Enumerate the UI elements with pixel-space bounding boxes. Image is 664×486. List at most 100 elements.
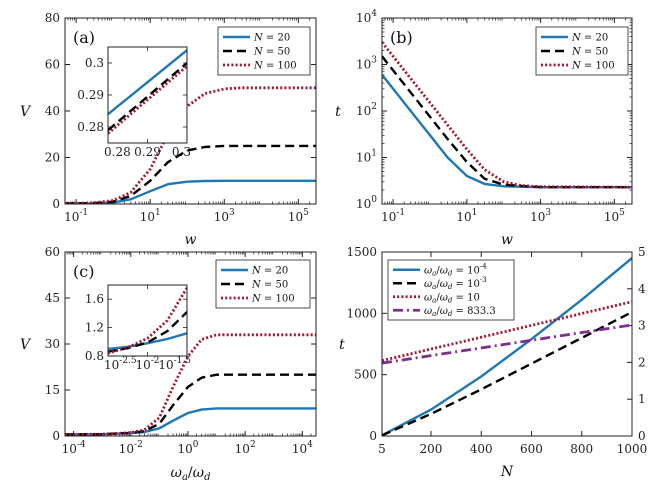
inset-series-line-2 xyxy=(108,62,187,132)
x-tick-label: 101 xyxy=(140,208,161,224)
y-tick-label: 104 xyxy=(356,9,377,25)
x-tick-label: 800 xyxy=(570,442,593,456)
legend-label: N = 50 xyxy=(251,280,288,291)
y-tick-label: 0 xyxy=(52,429,60,443)
x-tick-label: 400 xyxy=(470,442,493,456)
legend-box xyxy=(217,26,311,76)
y-axis-label: t xyxy=(339,337,345,353)
y-tick-label: 80 xyxy=(45,11,60,25)
legend-label: N = 20 xyxy=(253,33,290,44)
legend-label: ωa/ωd = 10-4 xyxy=(424,262,487,277)
inset-series-line-1 xyxy=(108,49,187,116)
panel-label: (a) xyxy=(73,28,95,47)
panel-4: 52004006008001000050010001500012345Nt(d)… xyxy=(339,245,647,480)
legend-label: N = 20 xyxy=(251,266,288,277)
x-tick-label: 102 xyxy=(235,440,256,456)
series-line-2 xyxy=(65,144,316,204)
y-axis-label: t xyxy=(335,104,341,120)
legend-label: N = 50 xyxy=(253,47,290,58)
y2-tick-label: 4 xyxy=(638,282,646,296)
x-tick-label: 105 xyxy=(288,208,309,224)
legend-label: ωa/ωd = 833.3 xyxy=(424,306,496,318)
x-axis-label: N xyxy=(500,464,514,480)
x-tick-label: 101 xyxy=(456,208,477,224)
x-tick-label: 10-1 xyxy=(381,208,405,224)
x-tick-label: 10-4 xyxy=(62,440,86,456)
legend-box xyxy=(215,259,311,309)
x-tick-label: 103 xyxy=(214,208,235,224)
legend: ωa/ωd = 10-4ωa/ωd = 10-3ωa/ωd = 10 ωa/ωd … xyxy=(387,259,515,321)
y-tick-label: 15 xyxy=(45,383,60,397)
y2-tick-label: 1 xyxy=(638,392,646,406)
x-axis-label: ωa/ωd xyxy=(171,465,211,483)
panel-label: (c) xyxy=(73,262,94,281)
y-tick-label: 103 xyxy=(356,56,377,72)
legend-label: N = 20 xyxy=(571,33,608,44)
inset-frame xyxy=(107,284,188,357)
legend-label: ωa/ωd = 10-3 xyxy=(424,276,487,291)
series-line-1 xyxy=(382,257,632,436)
x-tick-label: 1000 xyxy=(617,442,648,456)
legend: N = 20 N = 50 N = 100 xyxy=(217,26,311,76)
y-tick-label: 60 xyxy=(45,245,60,259)
series-line-2 xyxy=(65,373,316,436)
axes-frame xyxy=(64,17,317,205)
axes-frame xyxy=(381,251,633,437)
inset-y-tick-label: 0.8 xyxy=(85,349,104,363)
legend: N = 20 N = 50 N = 100 xyxy=(215,259,311,309)
y-tick-label: 30 xyxy=(45,337,60,351)
y-tick-label: 102 xyxy=(356,102,377,118)
series-line-3 xyxy=(382,300,632,362)
y-tick-label: 1000 xyxy=(346,306,377,320)
y-axis-label: V xyxy=(20,337,32,353)
series-line-1 xyxy=(382,74,632,189)
legend: N = 20 N = 50 N = 100 xyxy=(535,26,629,76)
inset-series-line-3 xyxy=(108,65,187,135)
series-line-4 xyxy=(382,323,632,365)
inset-x-tick-label: 0.28 xyxy=(104,145,131,159)
series-line-3 xyxy=(65,86,316,204)
x-tick-label: 600 xyxy=(520,442,543,456)
legend-label: ωa/ωd = 10 xyxy=(424,292,480,304)
series-line-2 xyxy=(382,55,632,189)
inset-x-tick-label: 10-2.5 xyxy=(104,356,137,372)
y2-tick-label: 3 xyxy=(638,319,646,333)
inset-series-line-1 xyxy=(108,332,187,351)
inset: 10-2.510-210-1.5 0.8 1.2 1.6 xyxy=(85,284,191,372)
inset-y-tick-label: 1.2 xyxy=(85,321,104,335)
inset-x-tick-label: 0.29 xyxy=(134,145,161,159)
inset-x-tick-label: 10-2 xyxy=(135,356,159,372)
panel-3: 10-4 10-2 100 102 104 0 15 30 45 60 ωa/ωd V (c) 10-2.… xyxy=(20,245,317,483)
y-tick-label: 0 xyxy=(52,197,60,211)
y-tick-label: 60 xyxy=(45,58,60,72)
legend-box xyxy=(535,26,629,76)
y-tick-label: 1500 xyxy=(346,245,377,259)
y2-tick-label: 2 xyxy=(638,355,646,369)
legend-label: N = 50 xyxy=(571,47,608,58)
x-tick-label: 105 xyxy=(604,208,625,224)
y-tick-label: 101 xyxy=(356,149,377,165)
y-tick-label: 40 xyxy=(45,104,60,118)
inset-y-tick-label: 0.28 xyxy=(77,120,104,134)
y-tick-label: 45 xyxy=(45,291,60,305)
x-axis-label: w xyxy=(501,232,513,248)
y-axis-label: V xyxy=(20,104,32,120)
x-axis-label: w xyxy=(185,232,197,248)
x-tick-label: 100 xyxy=(177,440,198,456)
axes-frame xyxy=(381,17,633,205)
inset-y-tick-label: 1.6 xyxy=(85,292,104,306)
y-tick-label: 20 xyxy=(45,151,60,165)
inset-y-tick-label: 0.3 xyxy=(85,56,104,70)
y-tick-label: 0 xyxy=(369,429,377,443)
inset-x-tick-label: 10-1.5 xyxy=(158,356,191,372)
inset-y-tick-label: 0.29 xyxy=(77,88,104,102)
series-line-1 xyxy=(65,407,316,436)
inset-x-tick-label: 0.3 xyxy=(172,145,191,159)
series-line-3 xyxy=(382,41,632,189)
y2-tick-label: 5 xyxy=(638,245,646,259)
y2-tick-label: 0 xyxy=(638,429,646,443)
series-line-3 xyxy=(65,333,316,436)
